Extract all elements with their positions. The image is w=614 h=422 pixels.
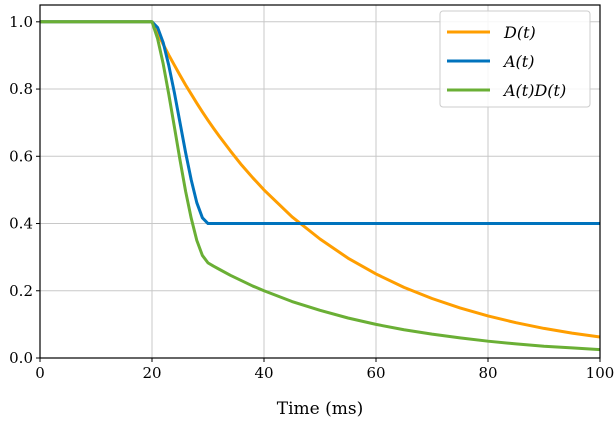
- series-line-dt: [40, 20, 601, 339]
- legend-box: [439, 10, 591, 108]
- x-tick-label: 20: [142, 364, 161, 382]
- legend-label: D(t): [503, 23, 536, 42]
- y-tick-label: 0.0: [9, 349, 33, 367]
- x-tick-label: 40: [254, 364, 273, 382]
- y-tick-label: 0.8: [9, 80, 33, 98]
- y-tick-label: 0.2: [9, 282, 33, 300]
- series-line-at: [40, 20, 600, 226]
- series-lines: [40, 20, 601, 352]
- legend-label: A(t)D(t): [502, 81, 566, 100]
- ticks: 0 20 40 60 80 100 0.0 0.2 0.4 0.6 0.8 1.0: [9, 13, 614, 382]
- plot-frame: [39, 4, 601, 359]
- x-tick-label: 80: [478, 364, 497, 382]
- y-tick-label: 0.6: [9, 147, 33, 165]
- x-tick-label: 0: [35, 364, 45, 382]
- legend: D(t) A(t) A(t)D(t): [439, 10, 591, 108]
- y-tick-label: 0.4: [9, 215, 33, 233]
- legend-label: A(t): [502, 52, 534, 71]
- series-line-atdt: [40, 20, 601, 352]
- y-tick-label: 1.0: [9, 13, 33, 31]
- x-axis-label: Time (ms): [277, 399, 363, 419]
- x-tick-label: 60: [366, 364, 385, 382]
- x-tick-label: 100: [586, 364, 614, 382]
